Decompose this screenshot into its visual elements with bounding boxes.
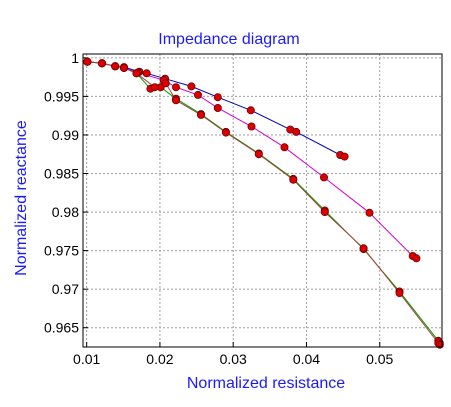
data-point xyxy=(412,254,421,263)
data-point xyxy=(213,104,222,113)
x-tick-label: 0.05 xyxy=(366,351,393,367)
plot-frame xyxy=(82,53,443,348)
data-point xyxy=(142,69,151,78)
data-point xyxy=(132,69,141,78)
y-tick-label: 0.99 xyxy=(52,127,79,143)
plot-background xyxy=(83,54,442,347)
data-point xyxy=(221,128,230,137)
data-point xyxy=(292,127,301,136)
data-point xyxy=(320,208,329,217)
data-point xyxy=(83,57,92,66)
y-axis-label: Normalized reactance xyxy=(13,120,30,276)
y-tick-label: 0.965 xyxy=(44,320,79,336)
data-point xyxy=(161,79,170,88)
x-tick-label: 0.01 xyxy=(73,351,100,367)
data-point xyxy=(289,175,298,184)
data-point xyxy=(247,122,256,131)
data-point xyxy=(340,152,349,161)
data-point xyxy=(395,288,404,297)
data-point xyxy=(98,59,107,68)
data-point xyxy=(365,208,374,217)
y-tick-label: 0.97 xyxy=(52,281,79,297)
data-point xyxy=(111,62,120,71)
data-point xyxy=(319,173,328,182)
plot-area: 0.01 0.02 0.03 0.04 0.05 0.965 0.97 0.975 0.98 0.… xyxy=(44,50,444,367)
chart-title: Impedance diagram xyxy=(158,31,299,48)
data-point xyxy=(171,96,180,105)
y-tick-label: 0.985 xyxy=(44,166,79,182)
data-point xyxy=(187,82,196,91)
x-tick-label: 0.03 xyxy=(220,351,247,367)
x-axis-label: Normalized resistance xyxy=(187,375,345,392)
data-point xyxy=(280,143,289,152)
data-point xyxy=(120,63,129,72)
data-point xyxy=(150,83,159,92)
data-point xyxy=(359,244,368,253)
y-tick-label: 0.995 xyxy=(44,88,79,104)
y-tick-label: 1 xyxy=(71,50,79,66)
data-point xyxy=(246,106,255,115)
y-tick-label: 0.975 xyxy=(44,243,79,259)
data-point xyxy=(193,90,202,99)
data-point xyxy=(171,83,180,92)
x-tick-label: 0.04 xyxy=(293,351,320,367)
data-point xyxy=(213,93,222,102)
data-point xyxy=(196,110,205,119)
x-tick-label: 0.02 xyxy=(146,351,173,367)
y-tick-label: 0.98 xyxy=(52,204,79,220)
data-point xyxy=(254,150,263,159)
